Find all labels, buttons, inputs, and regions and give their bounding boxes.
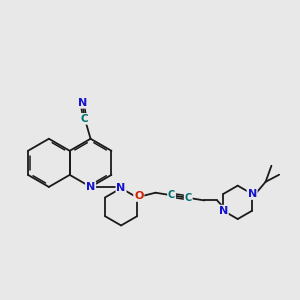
Text: C: C [168, 190, 175, 200]
Text: C: C [184, 193, 192, 203]
Text: C: C [81, 114, 88, 124]
Text: N: N [86, 182, 95, 192]
Text: N: N [219, 206, 228, 216]
Text: O: O [134, 191, 143, 201]
Text: N: N [248, 189, 257, 199]
Text: N: N [116, 183, 126, 193]
Text: N: N [78, 98, 87, 108]
